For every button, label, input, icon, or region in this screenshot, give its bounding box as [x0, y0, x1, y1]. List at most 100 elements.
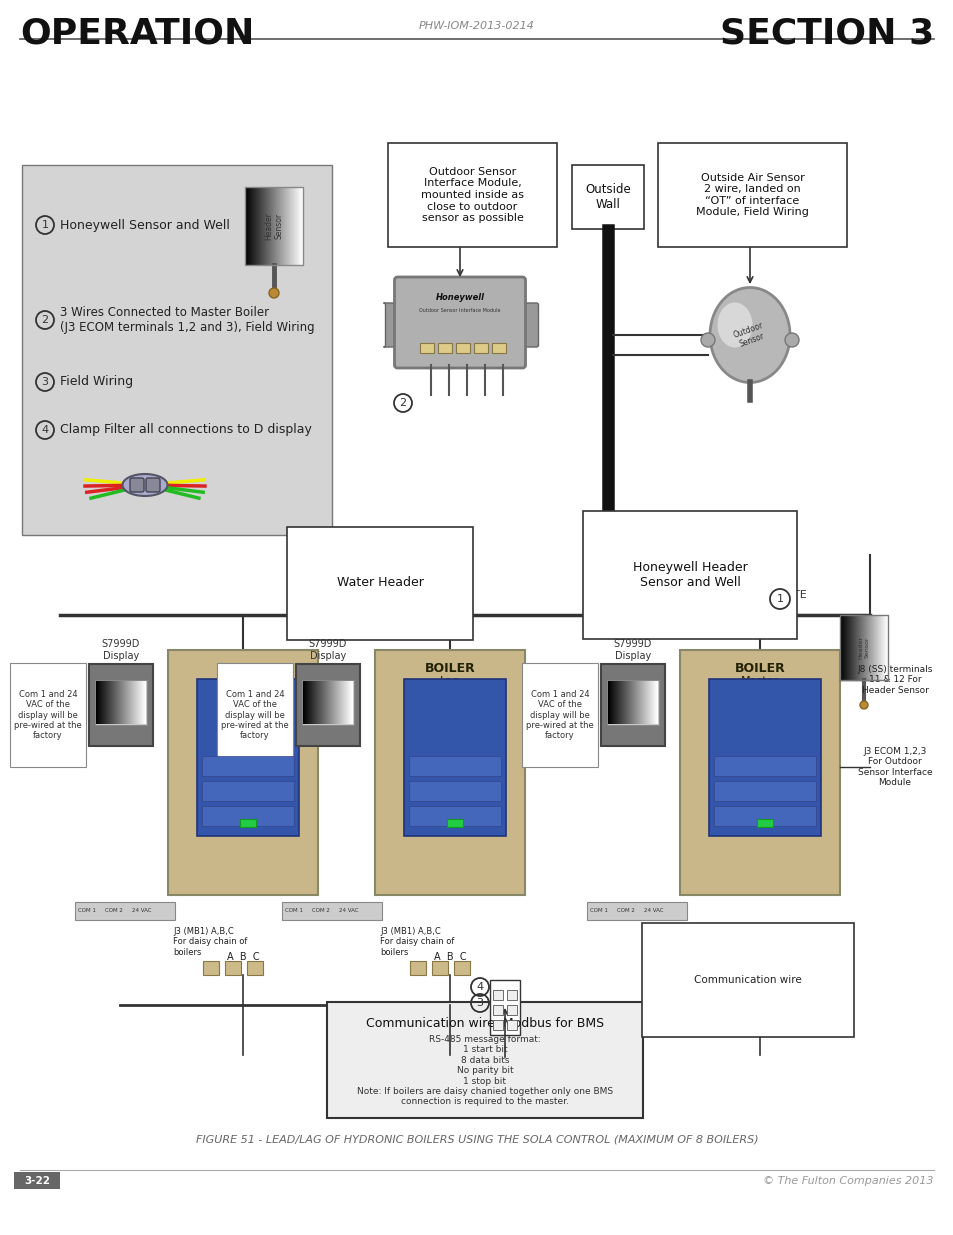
Ellipse shape [709, 288, 789, 383]
FancyBboxPatch shape [437, 343, 452, 353]
Text: RS-485 message format:
1 start bit
8 data bits
No parity bit
1 stop bit
Note: If: RS-485 message format: 1 start bit 8 dat… [356, 1035, 613, 1107]
Text: 3 Wires Connected to Master Boiler
(J3 ECOM terminals 1,2 and 3), Field Wiring: 3 Wires Connected to Master Boiler (J3 E… [60, 306, 314, 333]
Text: TE: TE [792, 590, 806, 600]
Text: A  B  C: A B C [743, 952, 776, 962]
FancyBboxPatch shape [388, 143, 557, 247]
FancyBboxPatch shape [410, 961, 426, 974]
FancyBboxPatch shape [708, 679, 821, 836]
FancyBboxPatch shape [447, 819, 462, 827]
Text: 2: 2 [41, 315, 49, 325]
Text: Clamp Filter all connections to D display: Clamp Filter all connections to D displa… [60, 424, 312, 436]
FancyBboxPatch shape [757, 819, 772, 827]
FancyBboxPatch shape [203, 961, 219, 974]
FancyBboxPatch shape [22, 165, 332, 535]
FancyBboxPatch shape [586, 902, 686, 920]
Text: Outdoor Sensor
Interface Module,
mounted inside as
close to outdoor
sensor as po: Outdoor Sensor Interface Module, mounted… [420, 167, 523, 224]
Text: Lag: Lag [233, 676, 253, 685]
Text: Com 1 and 24
VAC of the
display will be
pre-wired at the
factory: Com 1 and 24 VAC of the display will be … [525, 689, 594, 740]
FancyBboxPatch shape [454, 961, 470, 974]
Text: COM 1: COM 1 [285, 909, 302, 914]
FancyBboxPatch shape [168, 650, 317, 895]
FancyBboxPatch shape [403, 679, 505, 836]
Circle shape [700, 333, 714, 347]
FancyBboxPatch shape [713, 756, 815, 776]
FancyBboxPatch shape [375, 650, 524, 895]
Text: J3 (MB1) A,B,C
For daisy chain of
boilers: J3 (MB1) A,B,C For daisy chain of boiler… [172, 927, 247, 957]
FancyBboxPatch shape [75, 902, 174, 920]
Text: 3: 3 [42, 377, 49, 387]
FancyBboxPatch shape [493, 1020, 502, 1030]
FancyBboxPatch shape [282, 902, 381, 920]
FancyBboxPatch shape [395, 277, 525, 368]
FancyBboxPatch shape [10, 663, 86, 767]
Text: S7999D
Display: S7999D Display [613, 640, 652, 661]
Text: Outdoor Sensor Interface Module: Outdoor Sensor Interface Module [418, 308, 500, 312]
FancyBboxPatch shape [490, 981, 519, 1035]
Text: Field Wiring: Field Wiring [60, 375, 133, 389]
FancyBboxPatch shape [493, 1005, 502, 1015]
FancyBboxPatch shape [492, 343, 505, 353]
Text: BOILER: BOILER [734, 662, 784, 676]
Text: COM 2: COM 2 [312, 909, 330, 914]
Text: 3-22: 3-22 [24, 1176, 50, 1186]
Text: J8 (SS) terminals
11 & 12 For
Header Sensor: J8 (SS) terminals 11 & 12 For Header Sen… [857, 666, 932, 695]
FancyBboxPatch shape [714, 961, 730, 974]
Text: SECTION 3: SECTION 3 [719, 17, 933, 51]
FancyBboxPatch shape [474, 343, 488, 353]
FancyBboxPatch shape [225, 961, 241, 974]
Text: © The Fulton Companies 2013: © The Fulton Companies 2013 [762, 1176, 933, 1186]
FancyBboxPatch shape [95, 680, 147, 725]
FancyBboxPatch shape [419, 343, 434, 353]
Text: 4: 4 [41, 425, 49, 435]
Text: FIGURE 51 - LEAD/LAG OF HYDRONIC BOILERS USING THE SOLA CONTROL (MAXIMUM OF 8 BO: FIGURE 51 - LEAD/LAG OF HYDRONIC BOILERS… [195, 1134, 758, 1144]
FancyBboxPatch shape [196, 679, 298, 836]
Text: PHW-IOM-2013-0214: PHW-IOM-2013-0214 [418, 21, 535, 31]
Circle shape [859, 701, 867, 709]
FancyBboxPatch shape [327, 1002, 642, 1118]
Text: Honeywell Sensor and Well: Honeywell Sensor and Well [60, 219, 230, 231]
Circle shape [269, 288, 278, 298]
FancyBboxPatch shape [14, 1172, 60, 1189]
FancyBboxPatch shape [493, 990, 502, 1000]
FancyBboxPatch shape [202, 806, 294, 826]
FancyBboxPatch shape [521, 663, 598, 767]
Text: S7999D
Display: S7999D Display [309, 640, 347, 661]
Text: Outside Air Sensor
2 wire, landed on
“OT” of interface
Module, Field Wiring: Outside Air Sensor 2 wire, landed on “OT… [696, 173, 808, 217]
Text: Header
Sensor: Header Sensor [264, 212, 283, 240]
Ellipse shape [122, 474, 168, 496]
FancyBboxPatch shape [506, 1005, 517, 1015]
FancyBboxPatch shape [737, 961, 752, 974]
Text: COM 1: COM 1 [589, 909, 607, 914]
FancyBboxPatch shape [432, 961, 448, 974]
Text: Communication wire: Communication wire [694, 974, 801, 986]
Text: BOILER: BOILER [217, 662, 268, 676]
FancyBboxPatch shape [130, 478, 144, 492]
FancyBboxPatch shape [606, 680, 659, 725]
FancyBboxPatch shape [216, 663, 293, 767]
Text: Communication wire, Modbus for BMS: Communication wire, Modbus for BMS [366, 1016, 603, 1030]
Text: COM 2: COM 2 [105, 909, 123, 914]
FancyBboxPatch shape [295, 664, 359, 746]
Text: S7999D
Display: S7999D Display [102, 640, 140, 661]
Text: J3 ECOM 1,2,3
For Outdoor
Sensor Interface
Module: J3 ECOM 1,2,3 For Outdoor Sensor Interfa… [857, 747, 931, 787]
FancyBboxPatch shape [202, 781, 294, 802]
Text: 2: 2 [399, 398, 406, 408]
FancyBboxPatch shape [600, 664, 664, 746]
FancyBboxPatch shape [409, 756, 500, 776]
Text: A  B  C: A B C [434, 952, 466, 962]
Text: 1: 1 [42, 220, 49, 230]
Text: OPERATION: OPERATION [20, 17, 254, 51]
Text: 24 VAC: 24 VAC [643, 909, 662, 914]
FancyBboxPatch shape [658, 143, 846, 247]
FancyBboxPatch shape [713, 781, 815, 802]
FancyBboxPatch shape [572, 165, 643, 228]
Text: Outdoor
Sensor: Outdoor Sensor [731, 321, 767, 350]
FancyBboxPatch shape [759, 961, 774, 974]
FancyBboxPatch shape [409, 806, 500, 826]
FancyBboxPatch shape [240, 819, 255, 827]
Text: A  B  C: A B C [227, 952, 259, 962]
FancyBboxPatch shape [302, 680, 354, 725]
Text: Honeywell: Honeywell [435, 294, 484, 303]
FancyBboxPatch shape [520, 303, 537, 347]
FancyBboxPatch shape [679, 650, 840, 895]
